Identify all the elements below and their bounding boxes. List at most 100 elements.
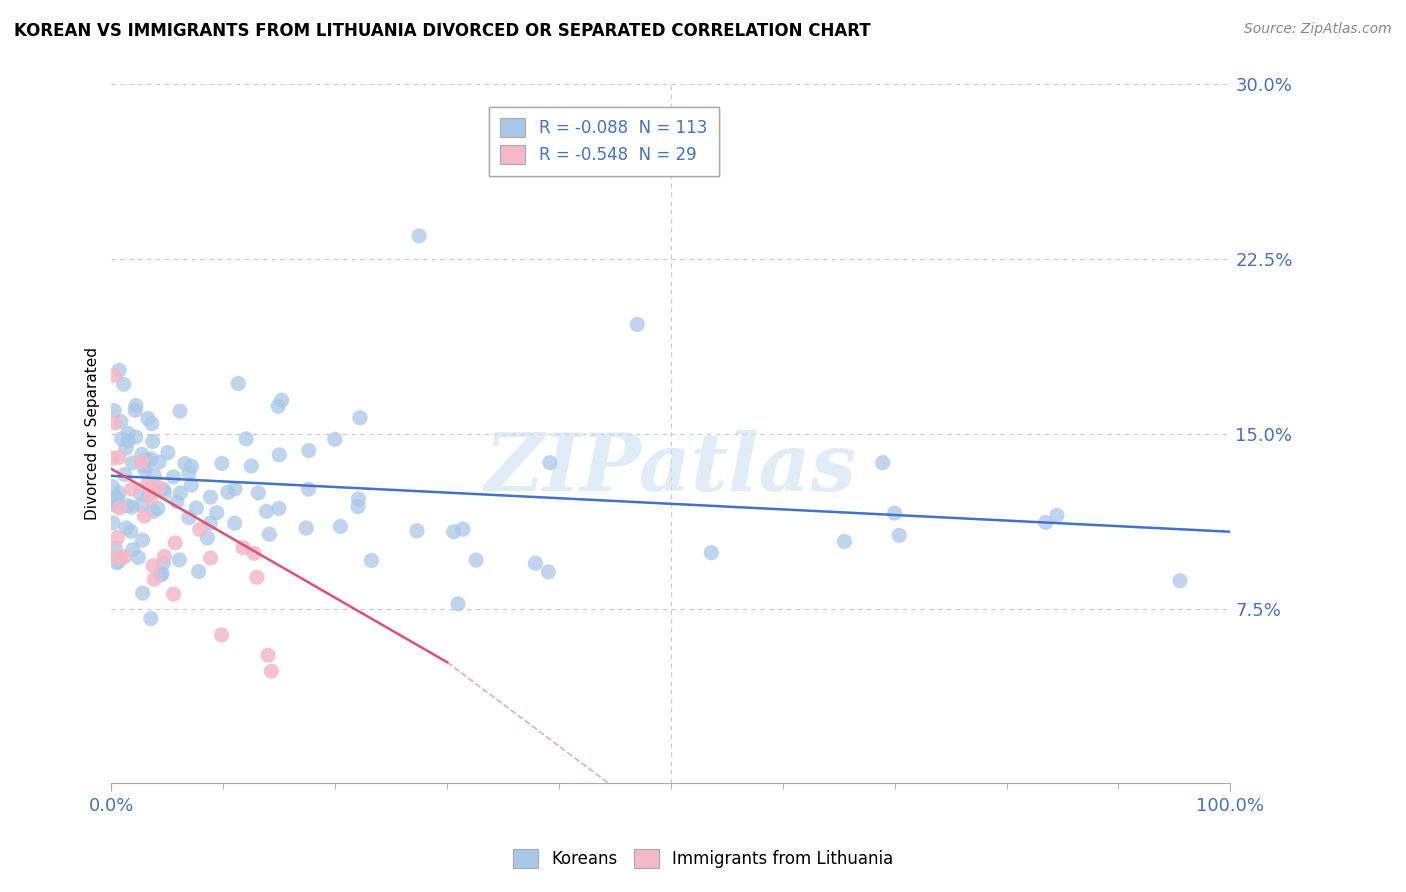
Point [110,415,132,429]
Point [125,399,148,413]
Point [139,491,162,506]
Point [267,400,290,414]
Point [103,491,125,505]
Point [149,567,172,582]
Point [295,521,318,535]
Point [101,549,124,564]
Point [162,587,184,601]
Point [226,376,249,391]
Point [205,506,228,520]
Point [269,448,291,462]
Point [150,566,173,581]
Point [323,433,346,447]
Point [259,527,281,541]
Point [153,485,176,500]
Point [107,499,129,513]
Point [101,480,124,494]
Point [108,554,131,568]
Text: KOREAN VS IMMIGRANTS FROM LITHUANIA DIVORCED OR SEPARATED CORRELATION CHART: KOREAN VS IMMIGRANTS FROM LITHUANIA DIVO… [14,22,870,40]
Point [124,403,146,417]
Point [141,417,163,431]
Point [104,368,127,383]
Point [134,509,156,524]
Point [297,482,319,496]
Point [162,470,184,484]
Point [121,500,143,515]
Point [1046,508,1069,523]
Point [247,486,270,500]
Point [103,403,125,417]
Point [114,549,136,564]
Point [153,549,176,564]
Point [125,430,148,444]
Point [108,486,131,500]
Point [142,434,165,449]
Point [127,550,149,565]
Point [235,432,257,446]
Point [524,556,547,570]
Text: ZIPatlas: ZIPatlas [485,430,856,508]
Point [883,506,905,520]
Point [177,510,200,524]
Point [180,459,202,474]
Point [105,490,128,504]
Point [108,501,131,516]
Text: Source: ZipAtlas.com: Source: ZipAtlas.com [1244,22,1392,37]
Point [117,434,139,448]
Point [408,228,430,243]
Point [142,558,165,573]
Point [329,519,352,533]
Point [447,597,470,611]
Point [110,550,132,565]
Point [465,553,488,567]
Point [186,500,208,515]
Point [105,556,128,570]
Y-axis label: Divorced or Separated: Divorced or Separated [86,347,100,520]
Point [451,522,474,536]
Point [700,546,723,560]
Point [243,546,266,560]
Point [406,524,429,538]
Point [101,516,124,530]
Point [115,521,138,535]
Point [104,541,127,556]
Point [138,488,160,502]
Point [142,504,165,518]
Point [1035,516,1057,530]
Point [111,432,134,446]
Point [132,586,155,600]
Point [1168,574,1191,588]
Point [211,628,233,642]
Point [217,485,239,500]
Point [180,478,202,492]
Point [139,451,162,466]
Point [146,501,169,516]
Point [148,455,170,469]
Point [232,541,254,555]
Point [117,426,139,441]
Point [108,363,131,377]
Point [169,553,191,567]
Point [347,500,370,514]
Point [131,533,153,547]
Point [200,551,222,566]
Legend: R = -0.088  N = 113, R = -0.548  N = 29: R = -0.088 N = 113, R = -0.548 N = 29 [489,107,718,176]
Point [626,318,648,332]
Point [174,457,197,471]
Point [108,450,131,465]
Point [112,377,135,392]
Point [211,457,233,471]
Point [889,528,911,542]
Point [131,447,153,461]
Point [349,410,371,425]
Point [107,531,129,545]
Point [115,441,138,455]
Point [188,523,211,537]
Point [148,481,170,495]
Point [131,498,153,512]
Point [195,531,218,545]
Point [443,524,465,539]
Point [224,482,246,496]
Point [257,648,280,663]
Point [872,456,894,470]
